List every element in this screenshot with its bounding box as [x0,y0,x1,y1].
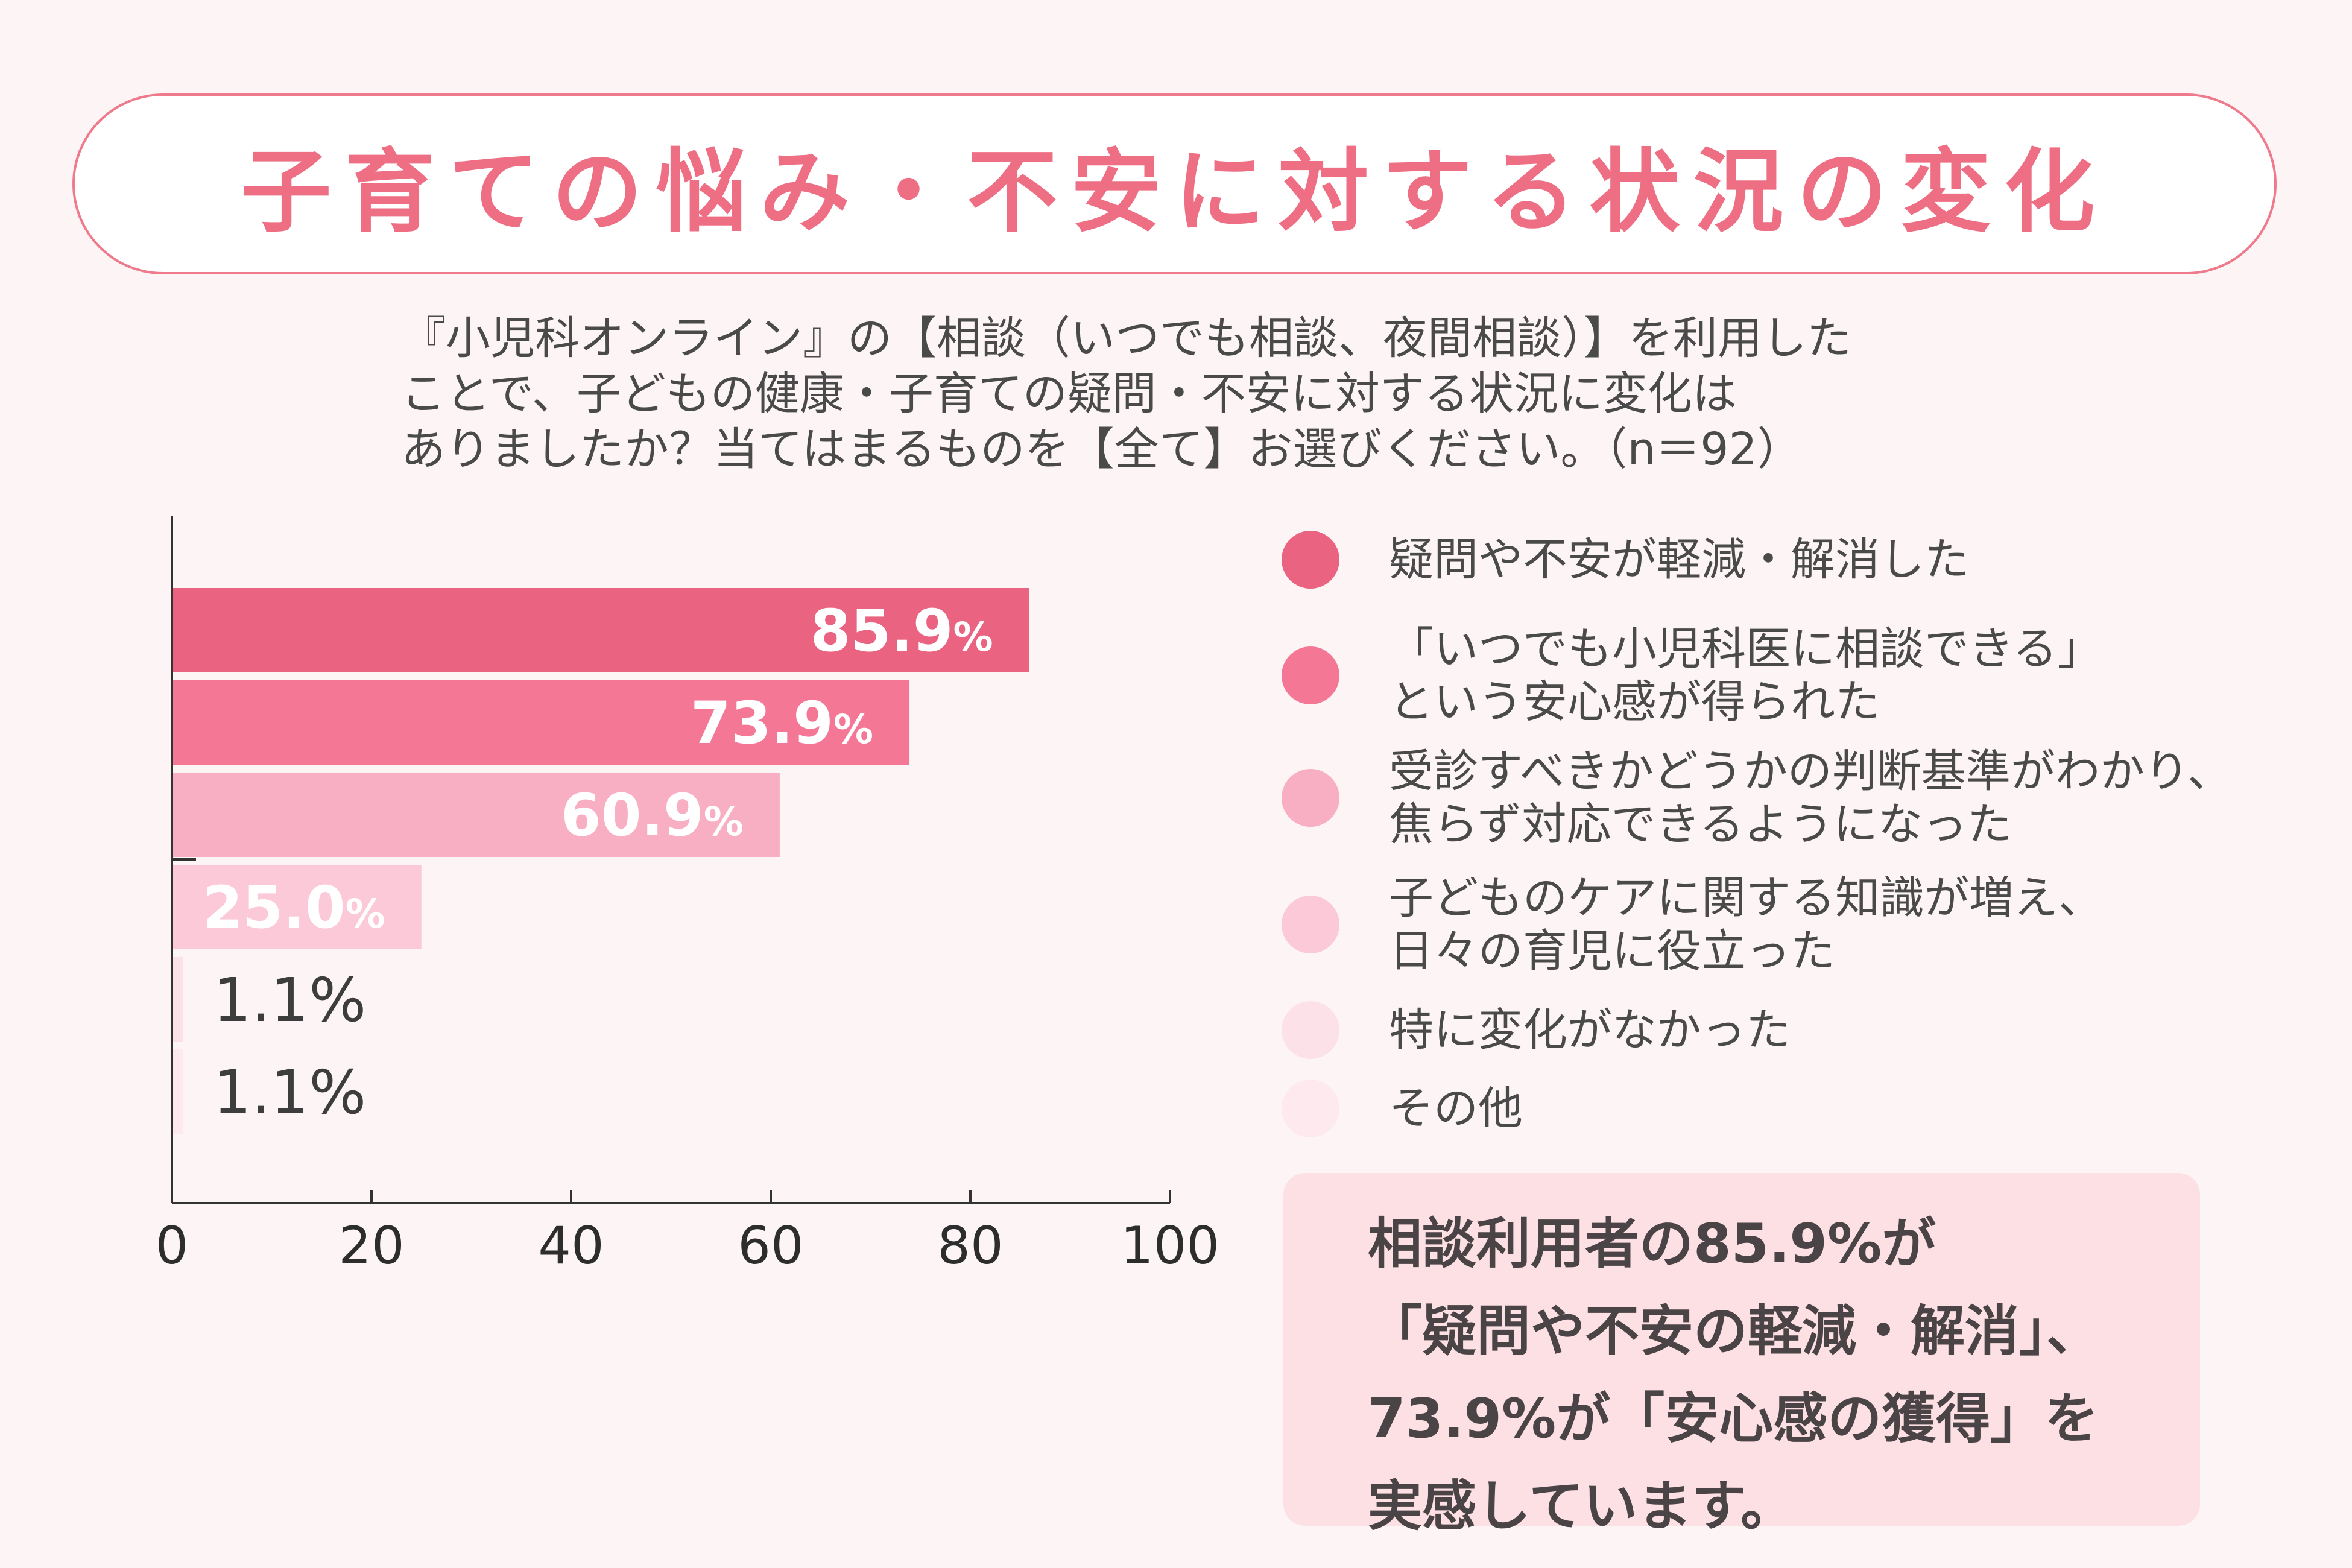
legend-label-3-line-2: 焦らず対応できるようになった [1389,798,2012,850]
survey-question: 『小児科オンライン』の【相談（いつでも相談、夜間相談）】を利用した ことで、子ど… [401,311,2029,477]
legend-item-5: 特に変化がなかった [1282,1001,1791,1059]
legend-label-3-line-1: 受診すべきかどうかの判断基準がわかり、 [1389,745,2232,797]
bar-6 [172,1049,183,1134]
x-tick-label-100: 100 [1121,1216,1219,1276]
legend-item-4: 子どものケアに関する知識が増え、 日々の育児に役立った [1282,871,2103,978]
legend-label-4-line-2: 日々の育児に役立った [1389,925,1835,977]
legend-item-1: 疑問や不安が軽減・解消した [1282,531,1969,589]
x-tick-label-60: 60 [738,1216,803,1276]
question-line-3: ありましたか？当てはまるものを【全て】お選びください。（n＝92） [401,423,1802,475]
bar-5 [172,957,183,1042]
bar-4 [172,865,422,949]
callout-line-3: 73.9%が「安心感の獲得」を [1368,1387,2099,1450]
legend-swatch-6 [1282,1080,1339,1137]
data-label-2: 73.9% [691,689,873,757]
legend-label-1: 疑問や不安が軽減・解消した [1389,533,1969,586]
x-tick-label-40: 40 [538,1216,604,1276]
x-tick-label-0: 0 [156,1216,189,1276]
bar-2 [172,680,910,765]
title-banner: 子育ての悩み・不安に対する状況の変化 [72,93,2277,274]
legend-label-5-line-1: 特に変化がなかった [1389,1004,1791,1056]
legend-label-6-line-1: その他 [1389,1083,1523,1134]
legend-swatch-2 [1282,646,1339,704]
legend-swatch-1 [1282,531,1339,589]
legend-item-2: 「いつでも小児科医に相談できる」 という安心感が得られた [1282,622,2102,729]
legend-label-5: 特に変化がなかった [1389,1004,1791,1057]
x-tick-label-20: 20 [338,1216,404,1276]
legend-label-2-line-2: という安心感が得られた [1389,676,1880,728]
legend-label-4: 子どものケアに関する知識が増え、 日々の育児に役立った [1389,871,2103,978]
legend-label-1-line-1: 疑問や不安が軽減・解消した [1389,534,1969,586]
legend-swatch-5 [1282,1001,1339,1059]
data-label-4: 25.0% [203,874,385,941]
question-line-1: 『小児科オンライン』の【相談（いつでも相談、夜間相談）】を利用した [401,312,1851,364]
callout-line-4: 実感しています。 [1368,1475,1795,1538]
data-label-1: 85.9% [811,597,993,665]
bar-1 [172,588,1029,672]
callout-line-1: 相談利用者の85.9%が [1368,1212,1936,1276]
callout-line-2: 「疑問や不安の軽減・解消」、 [1368,1300,2101,1363]
legend-item-3: 受診すべきかどうかの判断基準がわかり、 焦らず対応できるようになった [1282,745,2232,851]
data-label-3: 60.9% [561,782,744,849]
legend-swatch-3 [1282,769,1339,827]
legend-label-6: その他 [1389,1082,1523,1135]
legend-item-6: その他 [1282,1080,1523,1137]
data-label-5: 1.1% [213,965,366,1035]
bar-chart: 85.9% 73.9% 60.9% 25.0% 1.1% 1.1% 0 20 40 60 80 100 [156,516,1219,1276]
bar-3 [172,773,780,857]
summary-callout: 相談利用者の85.9%が 「疑問や不安の軽減・解消」、 73.9%が「安心感の獲… [1283,1173,2200,1538]
question-line-2: ことで、子どもの健康・子育ての疑問・不安に対する状況に変化は [401,368,1737,420]
x-tick-label-80: 80 [937,1216,1003,1276]
legend-label-2: 「いつでも小児科医に相談できる」 という安心感が得られた [1389,622,2102,729]
legend-label-3: 受診すべきかどうかの判断基準がわかり、 焦らず対応できるようになった [1389,745,2232,851]
legend-label-4-line-1: 子どものケアに関する知識が増え、 [1389,872,2103,924]
page-title: 子育ての悩み・不安に対する状況の変化 [241,139,2108,245]
data-label-6: 1.1% [213,1057,366,1128]
legend-swatch-4 [1282,896,1339,953]
legend-label-2-line-1: 「いつでも小児科医に相談できる」 [1389,623,2102,675]
